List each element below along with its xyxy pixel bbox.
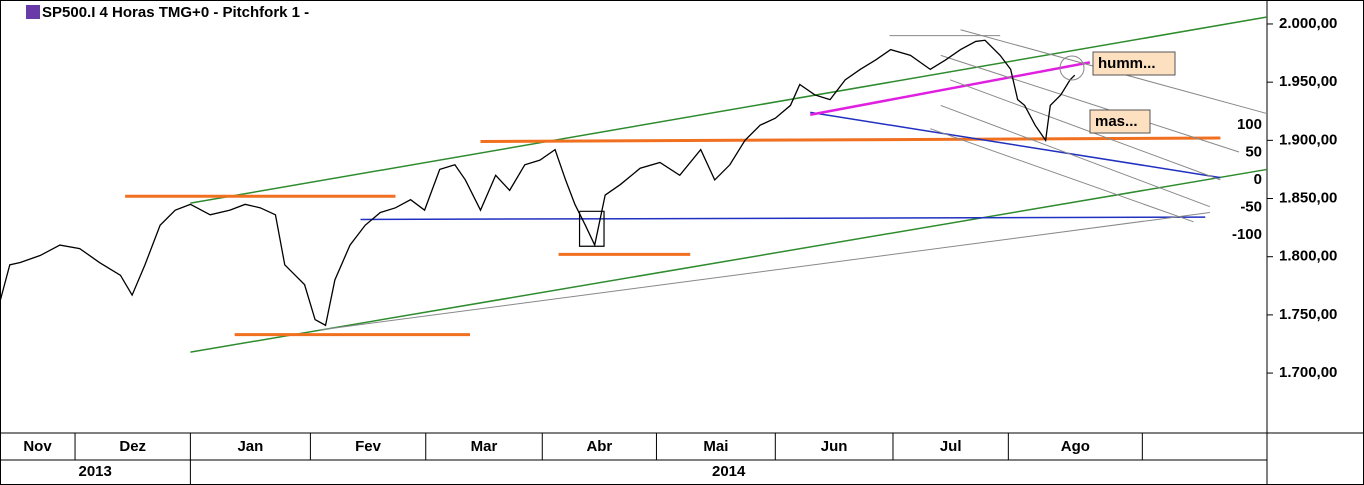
y-tick-label: 1.800,00: [1279, 248, 1337, 265]
annotation: mas...: [1095, 113, 1138, 130]
x-tick-label: Ago: [1061, 438, 1090, 455]
drawing-line: [949, 79, 1221, 181]
x-tick-label: Mai: [703, 438, 728, 455]
x-tick-label: Nov: [23, 438, 52, 455]
x-tick-label: Fev: [355, 438, 382, 455]
y-tick-label: 1.900,00: [1279, 131, 1337, 148]
x-tick-label: Jul: [940, 438, 962, 455]
pitchfork-level: 100: [1237, 116, 1262, 133]
drawing-line: [930, 128, 1194, 223]
year-label: 2013: [79, 463, 112, 480]
drawing-line: [480, 136, 1221, 144]
drawing-line: [940, 104, 1211, 208]
annotation-box: [1092, 51, 1176, 76]
year-label: 2014: [712, 463, 746, 480]
x-tick-label: Jun: [821, 438, 848, 455]
drawing-line: [810, 111, 1221, 179]
x-tick-label: Mar: [471, 438, 498, 455]
drawing-line: [190, 16, 1268, 204]
chart-title: SP500.I 4 Horas TMG+0 - Pitchfork 1 -: [42, 4, 309, 21]
pitchfork-level: 0: [1254, 171, 1262, 188]
y-tick-label: 1.700,00: [1279, 364, 1337, 381]
x-tick-label: Dez: [119, 438, 146, 455]
drawing-line: [578, 210, 605, 247]
y-tick-label: 1.750,00: [1279, 306, 1337, 323]
annotation-box: [1089, 109, 1151, 134]
pitchfork-level: -50: [1240, 198, 1262, 215]
y-tick-label: 1.850,00: [1279, 189, 1337, 206]
drawing-line: [190, 168, 1268, 353]
highlight-circle: [1059, 55, 1085, 81]
y-tick-label: 1.950,00: [1279, 73, 1337, 90]
drawing-line: [940, 54, 1240, 153]
pitchfork-level: 50: [1245, 143, 1262, 160]
drawing-line: [319, 211, 1210, 331]
x-tick-label: Jan: [237, 438, 263, 455]
y-tick-label: 2.000,00: [1279, 15, 1337, 32]
x-tick-label: Abr: [586, 438, 612, 455]
annotation: humm...: [1098, 55, 1156, 72]
symbol-icon: [26, 5, 40, 19]
drawing-line: [360, 216, 1206, 221]
pitchfork-level: -100: [1232, 226, 1262, 243]
drawing-line: [810, 61, 1091, 116]
price-line: [0, 39, 1076, 327]
